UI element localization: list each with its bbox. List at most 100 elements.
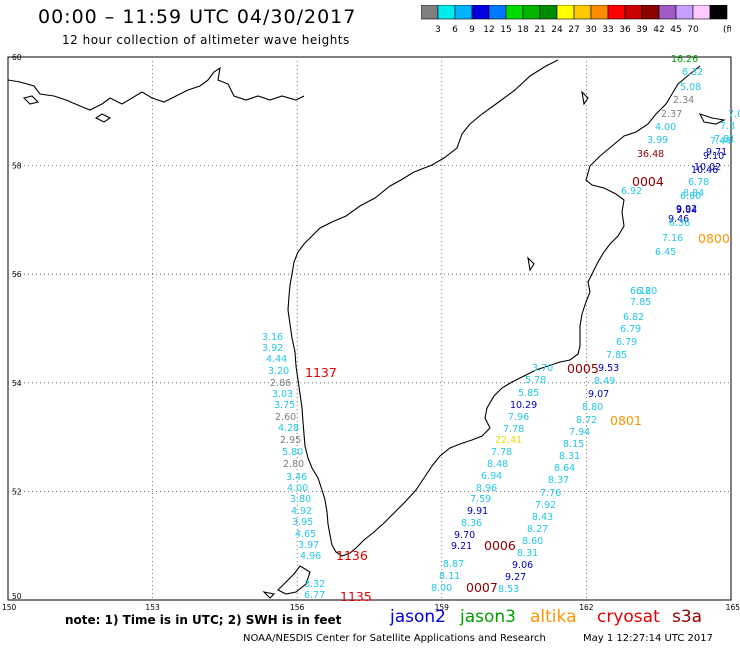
wave-height-value: 7.16 — [662, 233, 683, 244]
wave-height-value: 4.65 — [295, 529, 316, 540]
wave-height-value: 8.64 — [554, 463, 575, 474]
wave-height-value: 4.00 — [655, 122, 676, 133]
lon-label: 153 — [145, 603, 160, 612]
wave-height-value: 3.46 — [286, 472, 307, 483]
lon-label: 159 — [435, 603, 450, 612]
wave-height-value: 6.79 — [616, 337, 637, 348]
wave-height-value: 9.91 — [467, 506, 488, 517]
wave-height-value: 7.44 — [710, 136, 731, 147]
lat-label: 50 — [12, 592, 22, 601]
coast-islet-1 — [22, 95, 40, 105]
wave-height-value: 3.92 — [262, 343, 283, 354]
legend-altika: altika — [530, 607, 577, 627]
wave-height-value: 4.00 — [287, 483, 308, 494]
wave-height-value: 2.95 — [280, 435, 301, 446]
legend-s3a: s3a — [672, 607, 703, 627]
wave-height-value: 3.80 — [290, 494, 311, 505]
wave-height-value: 8.11 — [439, 571, 460, 582]
wave-height-value: 7.78 — [503, 424, 524, 435]
wave-height-value: 8.48 — [487, 459, 508, 470]
wave-height-value: 6.94 — [481, 471, 502, 482]
wave-height-value: 9.71 — [706, 147, 727, 158]
lon-label: 156 — [290, 603, 305, 612]
pass-time-label: 1135 — [340, 589, 372, 604]
lon-label: 150 — [2, 603, 17, 612]
wave-height-value: 8.27 — [527, 524, 548, 535]
wave-height-value: 4.28 — [278, 423, 299, 434]
wave-height-value: 8.15 — [563, 439, 584, 450]
wave-height-value: 8.31 — [517, 548, 538, 559]
wave-height-value: 7.85 — [630, 297, 651, 308]
wave-height-value: 36.48 — [637, 149, 664, 160]
wave-height-value: 9.04 — [676, 205, 697, 216]
kamchatka-east-coast — [287, 59, 701, 557]
scale-unit: (ft) — [723, 25, 731, 35]
commander-island — [698, 113, 726, 125]
scale-tick-label: 39 — [636, 25, 648, 35]
coast-islet-3 — [527, 256, 535, 272]
wave-height-value: 8.60 — [522, 536, 543, 547]
scale-tick-label: 21 — [534, 25, 545, 35]
pass-time-label: 0005 — [567, 361, 599, 376]
wave-height-value: 10.46 — [691, 165, 718, 176]
scale-tick-label: 27 — [568, 25, 579, 35]
lon-label: 162 — [579, 603, 594, 612]
wave-height-value: 8.96 — [476, 483, 497, 494]
wave-height-value: 7.78 — [491, 447, 512, 458]
wave-height-value: 8.84 — [683, 188, 704, 199]
wave-height-value: 8.31 — [559, 451, 580, 462]
pass-time-label: 0004 — [632, 174, 664, 189]
wave-height-value: 8.36 — [461, 518, 482, 529]
wave-height-value: 2.37 — [661, 109, 682, 120]
wave-height-value: 8.80 — [582, 402, 603, 413]
wave-height-value: 6.18 — [630, 286, 651, 297]
units-note: note: 1) Time is in UTC; 2) SWH is in fe… — [65, 613, 342, 627]
wave-height-value: 2.60 — [275, 412, 296, 423]
wave-height-value: 8.53 — [498, 584, 519, 595]
axis-labels: 60 58 56 54 52 50 150 153 156 159 162 165 — [2, 53, 740, 612]
wave-height-value: 8.43 — [532, 512, 553, 523]
wave-height-value: 7.76 — [540, 488, 561, 499]
lon-label: 165 — [726, 603, 740, 612]
wave-height-value: 6.82 — [623, 312, 644, 323]
legend-jason2: jason2 — [390, 607, 446, 627]
wave-height-value: 8.72 — [576, 415, 597, 426]
wave-height-value: 3.95 — [292, 517, 313, 528]
lat-label: 56 — [12, 270, 22, 279]
wave-height-value: 7.96 — [508, 412, 529, 423]
scale-swatch — [709, 5, 728, 20]
legend-jason3: jason3 — [460, 607, 516, 627]
wave-height-value: 3.75 — [274, 400, 295, 411]
wave-height-value: 2.86 — [270, 378, 291, 389]
map-border — [7, 56, 732, 601]
wave-height-value: 3.70 — [532, 363, 553, 374]
wave-height-value: 7.94 — [569, 427, 590, 438]
wave-height-value: 6.80 — [680, 191, 701, 202]
wave-height-value: 7.0 — [728, 109, 740, 120]
wave-height-value: 3.99 — [647, 135, 668, 146]
credit-line: NOAA/NESDIS Center for Satellite Applica… — [243, 633, 546, 644]
wave-height-value: 3.32 — [304, 579, 325, 590]
scale-tick-label: 70 — [687, 25, 699, 35]
wave-height-value: 5.80 — [282, 447, 303, 458]
wave-height-values: 3.163.924.443.202.863.033.752.604.282.95… — [262, 54, 740, 601]
wave-height-value: 2.80 — [283, 459, 304, 470]
lat-label: 58 — [12, 162, 22, 171]
wave-height-value: 7.81 — [714, 134, 735, 145]
wave-height-value: 6.79 — [620, 324, 641, 335]
pass-time-label: 0800 — [698, 231, 730, 246]
scale-tick-label: 45 — [670, 25, 681, 35]
magadan-north-coast — [7, 66, 305, 111]
wave-height-value: 8.37 — [548, 475, 569, 486]
kuril-islet — [262, 591, 276, 599]
lat-label: 52 — [12, 487, 22, 496]
wave-height-value: 3.03 — [272, 389, 293, 400]
wave-height-value: 16.26 — [671, 54, 698, 65]
scale-tick-label: 12 — [483, 25, 494, 35]
wave-height-value: 9.07 — [588, 389, 609, 400]
wave-height-value: 6.32 — [682, 67, 703, 78]
wave-height-value: 7.3 — [720, 121, 735, 132]
wave-height-value: 9.21 — [451, 541, 472, 552]
